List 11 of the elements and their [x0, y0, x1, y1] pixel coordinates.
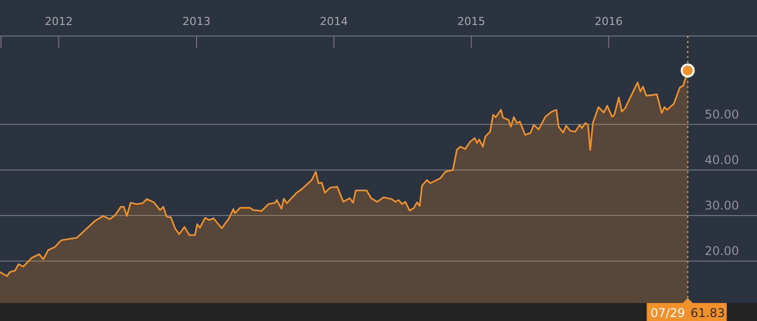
- y-tick-label: 20.00: [704, 244, 739, 258]
- x-tick-label: 2013: [182, 15, 210, 28]
- y-tick-label: 30.00: [704, 198, 739, 213]
- text: 61.83: [690, 306, 725, 320]
- x-tick-label: 2012: [44, 15, 73, 28]
- x-tick-label: 2016: [594, 15, 623, 28]
- y-tick-label: 40.00: [704, 152, 739, 167]
- ref-line-label: 07/29: [650, 306, 686, 320]
- x-tick-label: 2014: [320, 15, 348, 28]
- y-tick-label: 50.00: [704, 107, 739, 122]
- x-tick-label: 2015: [457, 15, 486, 28]
